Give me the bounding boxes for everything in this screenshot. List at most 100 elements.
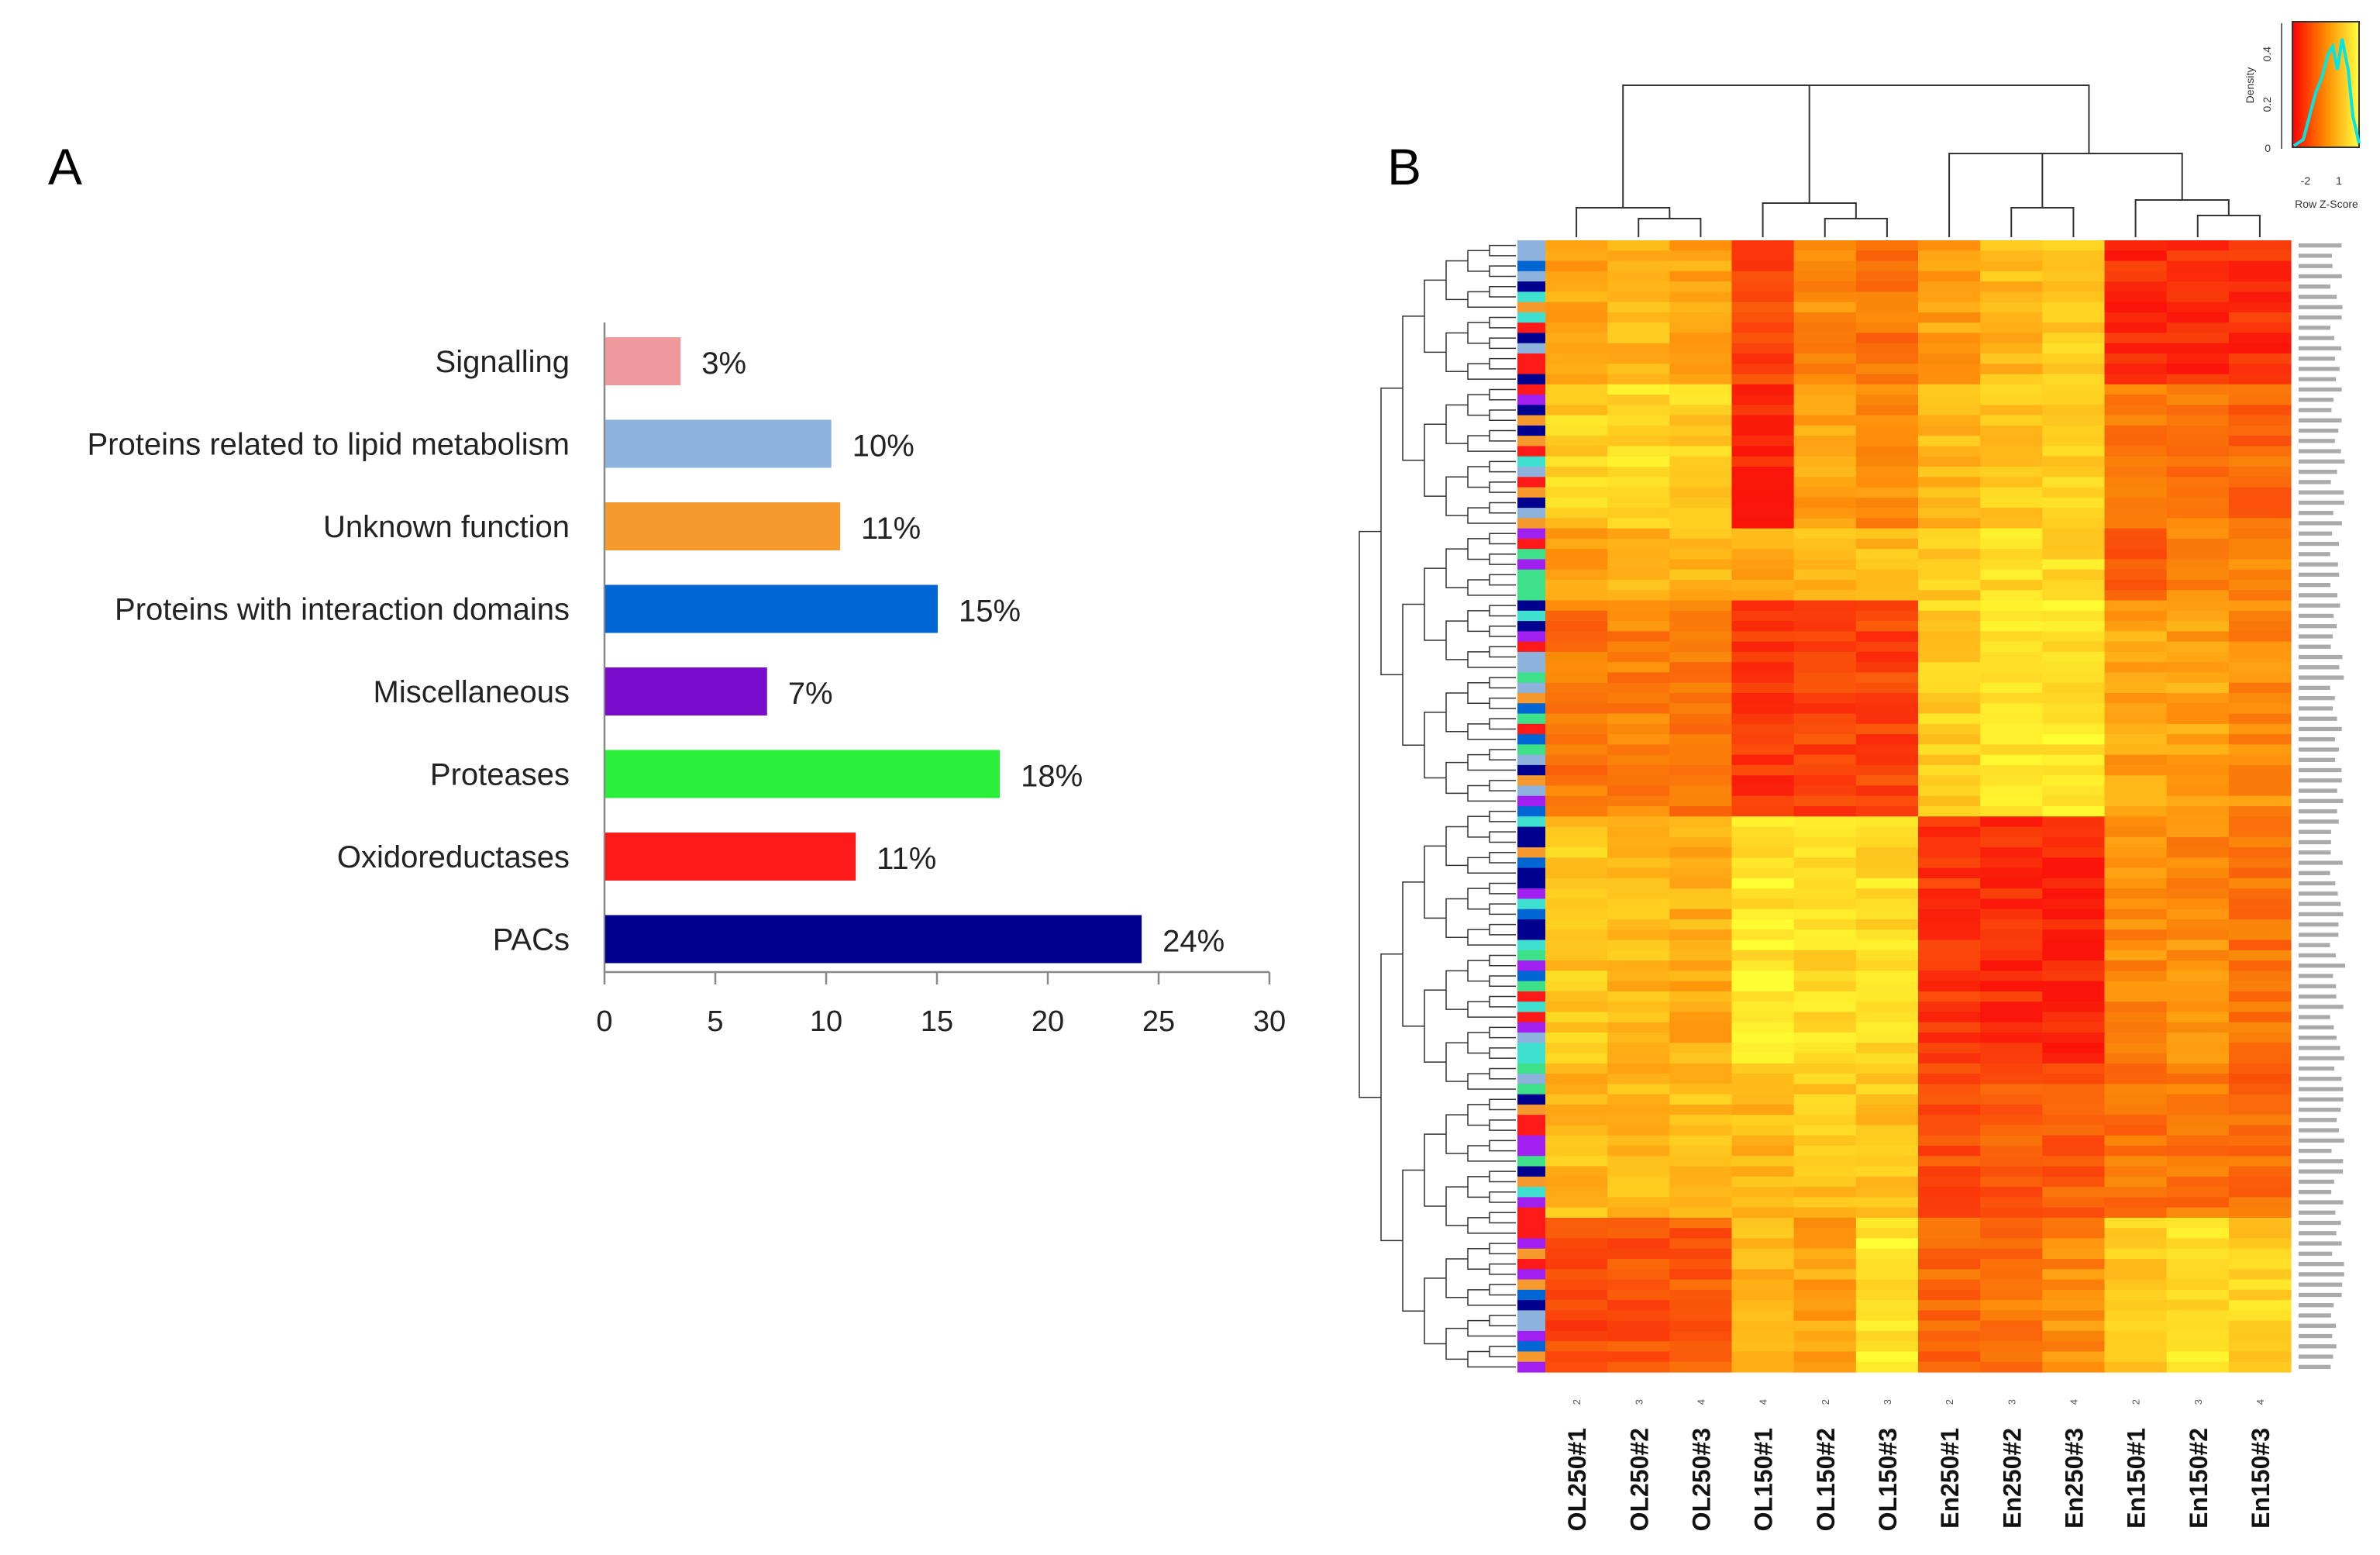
heatmap-cell bbox=[2166, 1033, 2230, 1043]
heatmap-cell bbox=[2228, 1351, 2292, 1363]
heatmap-cell bbox=[1607, 713, 1670, 725]
heatmap-cell bbox=[1855, 867, 1919, 879]
heatmap-cell bbox=[1607, 333, 1670, 344]
heatmap-cell bbox=[2042, 580, 2106, 591]
row-label bbox=[2299, 439, 2335, 443]
heatmap-cell bbox=[2228, 1022, 2292, 1033]
heatmap-cell bbox=[2228, 322, 2292, 334]
heatmap-cell bbox=[1545, 1289, 1608, 1301]
heatmap-cell bbox=[1669, 960, 1733, 971]
heatmap-cell bbox=[1607, 651, 1670, 663]
heatmap-cell bbox=[1980, 929, 2043, 941]
heatmap-cell bbox=[1918, 1084, 1981, 1095]
heatmap-cell bbox=[1607, 919, 1670, 930]
heatmap-cell bbox=[2166, 1053, 2230, 1064]
heatmap-cell bbox=[1731, 322, 1795, 334]
heatmap-cell bbox=[2104, 538, 2168, 550]
heatmap-cell bbox=[2166, 281, 2230, 292]
heatmap-cell bbox=[1793, 919, 1857, 930]
heatmap-cell bbox=[1607, 806, 1670, 817]
heatmap-cell bbox=[1669, 559, 1733, 571]
heatmap-cell bbox=[1607, 1002, 1670, 1013]
heatmap-cell bbox=[1669, 754, 1733, 766]
heatmap-cell bbox=[1545, 405, 1608, 416]
heatmap-cell bbox=[1731, 1187, 1795, 1198]
row-side-color bbox=[1517, 477, 1545, 488]
heatmap-cell bbox=[1545, 877, 1608, 889]
bar bbox=[605, 584, 938, 633]
row-label bbox=[2299, 511, 2334, 515]
heatmap-cell bbox=[1731, 353, 1795, 364]
heatmap-cell bbox=[1980, 1125, 2043, 1136]
heatmap-cell bbox=[1855, 322, 1919, 334]
heatmap-cell bbox=[1669, 1228, 1733, 1240]
x-tick-label: 0 bbox=[596, 1005, 612, 1038]
heatmap-cell bbox=[1980, 610, 2043, 622]
heatmap-cell bbox=[2104, 456, 2168, 467]
column-dendrogram bbox=[1576, 84, 2261, 237]
heatmap-cell bbox=[2228, 1259, 2292, 1270]
heatmap-cell bbox=[1980, 518, 2043, 529]
heatmap-cell bbox=[1980, 508, 2043, 519]
heatmap-cell bbox=[1669, 497, 1733, 509]
dendrogram-branch bbox=[1445, 692, 1468, 733]
row-label bbox=[2299, 1251, 2333, 1257]
dendrogram-branch bbox=[1489, 1315, 1516, 1327]
column-label: OL250#1 bbox=[1563, 1428, 1591, 1531]
row-label bbox=[2299, 387, 2342, 392]
heatmap-cell bbox=[1731, 672, 1795, 684]
heatmap-cell bbox=[2228, 364, 2292, 375]
heatmap-cell bbox=[1545, 508, 1608, 519]
row-side-color bbox=[1517, 713, 1545, 725]
heatmap-cell bbox=[2166, 446, 2230, 457]
heatmap-cell bbox=[1855, 374, 1919, 385]
heatmap-cell bbox=[1980, 734, 2043, 745]
heatmap-cell bbox=[1918, 1053, 1981, 1064]
heatmap-cell bbox=[1855, 528, 1919, 540]
heatmap-cell bbox=[2228, 302, 2292, 313]
heatmap-cell bbox=[2104, 971, 2168, 982]
heatmap-cell bbox=[1793, 343, 1857, 354]
heatmap-cell bbox=[2228, 1217, 2292, 1229]
heatmap-cell bbox=[1607, 1279, 1670, 1291]
heatmap-cell bbox=[2166, 1002, 2230, 1013]
heatmap-cell bbox=[1918, 960, 1981, 971]
dendrogram-branch bbox=[1424, 423, 1446, 497]
row-label bbox=[2299, 798, 2344, 804]
heatmap-cell bbox=[1669, 374, 1733, 385]
row-side-color bbox=[1517, 260, 1545, 272]
heatmap-cell bbox=[1980, 333, 2043, 344]
heatmap-cell bbox=[2104, 1269, 2168, 1281]
heatmap-cell bbox=[1731, 549, 1795, 560]
row-label bbox=[2299, 408, 2332, 412]
heatmap-cell bbox=[1731, 1156, 1795, 1167]
heatmap-cell bbox=[1855, 1094, 1919, 1105]
dendrogram-branch bbox=[1467, 1289, 1490, 1306]
heatmap-cell bbox=[1545, 1043, 1608, 1054]
heatmap-cell bbox=[2166, 764, 2230, 776]
row-side-color bbox=[1517, 744, 1545, 756]
heatmap-cell bbox=[2166, 497, 2230, 509]
heatmap-cell bbox=[2042, 1125, 2106, 1136]
heatmap-cell bbox=[1545, 1361, 1608, 1373]
heatmap-cell bbox=[1731, 1341, 1795, 1353]
replicate-label: 4 bbox=[2068, 1399, 2079, 1405]
heatmap-cell bbox=[2166, 333, 2230, 344]
heatmap-cell bbox=[2228, 1166, 2292, 1177]
heatmap-cell bbox=[2104, 1156, 2168, 1167]
heatmap-cell bbox=[1855, 1125, 1919, 1136]
row-label bbox=[2299, 572, 2340, 578]
heatmap-cell bbox=[2042, 528, 2106, 540]
dendrogram-branch bbox=[1489, 697, 1516, 709]
heatmap-cell bbox=[2228, 847, 2292, 858]
heatmap-cell bbox=[1731, 250, 1795, 262]
heatmap-cell bbox=[1669, 456, 1733, 467]
heatmap-cell bbox=[2042, 1217, 2106, 1229]
heatmap-cell bbox=[1669, 1146, 1733, 1157]
heatmap-cell bbox=[1607, 1084, 1670, 1095]
heatmap-cell bbox=[1980, 795, 2043, 807]
heatmap-cell bbox=[2042, 467, 2106, 478]
heatmap-cell bbox=[1731, 1084, 1795, 1095]
row-side-color bbox=[1517, 662, 1545, 674]
heatmap-cell bbox=[2104, 600, 2168, 612]
